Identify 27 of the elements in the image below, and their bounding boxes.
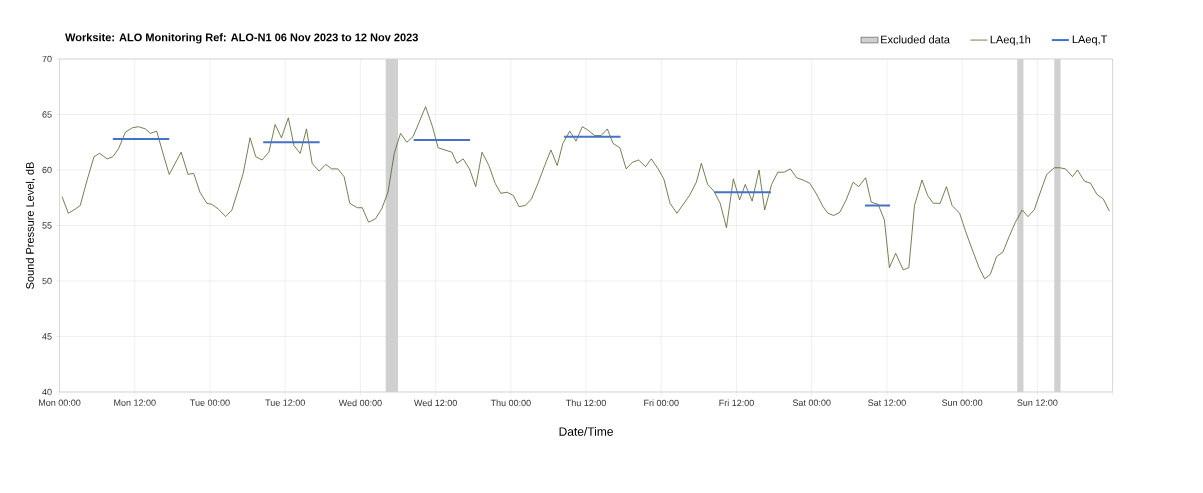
legend-label: LAeq,1h <box>990 35 1031 46</box>
x-tick-label: Wed 00:00 <box>338 399 382 407</box>
y-tick-label: 55 <box>42 222 52 229</box>
y-tick-label: 60 <box>42 166 52 174</box>
x-tick-label: Tue 00:00 <box>190 399 230 406</box>
y-tick-label: 45 <box>42 333 52 340</box>
y-tick-label: 65 <box>42 111 52 118</box>
x-tick-label: Mon 00:00 <box>39 399 81 406</box>
x-axis-title: Date/Time <box>559 427 613 436</box>
x-tick-label: Wed 12:00 <box>413 399 457 407</box>
x-tick-label: Tue 12:00 <box>265 399 305 406</box>
y-axis-title: Sound Pressure Level, dB <box>25 162 36 289</box>
x-tick-label: Thu 00:00 <box>490 399 531 407</box>
y-tick-label: 40 <box>42 388 52 396</box>
x-tick-label: Fri 12:00 <box>719 399 754 407</box>
y-tick-label: 50 <box>42 277 52 285</box>
x-tick-label: Thu 12:00 <box>565 399 606 407</box>
x-tick-label: Sun 00:00 <box>942 399 983 406</box>
legend-label: LAeq,T <box>1072 35 1108 46</box>
y-tick-label: 70 <box>42 55 52 63</box>
x-tick-label: Sun 12:00 <box>1017 399 1058 406</box>
x-tick-label: Sat 12:00 <box>868 399 906 406</box>
chart-title: Worksite: ALO Monitoring Ref: ALO-N1 06 Nov 2023 to 12 Nov 2023 <box>65 33 418 44</box>
x-tick-label: Sat 00:00 <box>792 399 831 406</box>
x-tick-label: Fri 00:00 <box>644 399 679 407</box>
x-tick-label: Mon 12:00 <box>114 399 156 406</box>
legend-label: Excluded data <box>881 35 950 44</box>
